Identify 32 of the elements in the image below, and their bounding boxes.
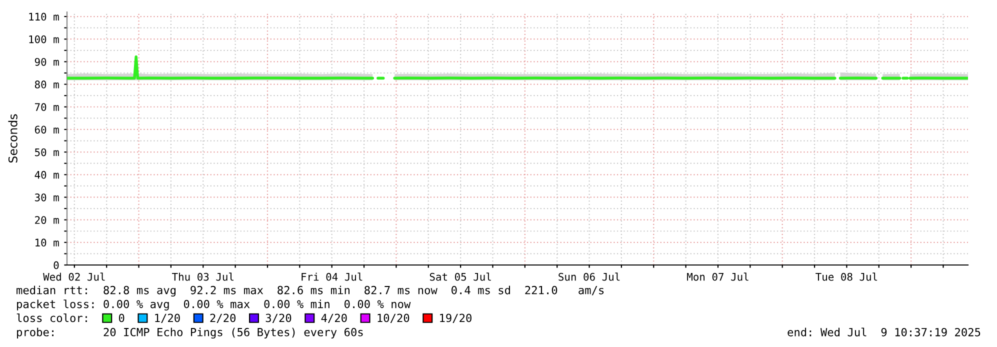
x-tick-label: Sun 06 Jul — [558, 272, 620, 281]
x-tick-label: Wed 02 Jul — [43, 272, 105, 281]
text: median rtt: 82.8 ms avg 92.2 ms max 82.6 ms min 82.7 ms now 0.4 ms sd 221.0 am/s — [16, 286, 604, 297]
text: end: Wed Jul 9 10:37:19 2025 — [788, 328, 980, 336]
y-tick-label: 30 m — [34, 193, 59, 202]
legend-label: 0 — [118, 314, 124, 322]
y-tick-label: 40 m — [34, 170, 59, 179]
y-tick-label: 70 m — [34, 103, 59, 112]
legend-label: 1/20 — [155, 314, 180, 324]
x-tick-label: Sat 05 Jul — [430, 272, 491, 281]
x-tick-label: Tue 08 Jul — [816, 272, 878, 281]
y-tick-label: 50 m — [35, 148, 59, 156]
x-tick-label: Mon 07 Jul — [687, 272, 748, 281]
text: probe: 20 ICMP Echo Pings (56 Bytes) every 60s — [17, 328, 363, 339]
legend-label: 19/20 — [440, 314, 472, 324]
y-tick-label: 20 m — [35, 216, 59, 224]
legend-title: loss color: — [16, 313, 87, 322]
text: packet loss: 0.00 % avg 0.00 % max 0.00 % min 0.00 % now — [17, 300, 411, 310]
y-tick-label: 0 — [54, 261, 59, 270]
y-tick-label: 90 m — [34, 58, 59, 66]
y-tick-label: 100 m — [29, 35, 59, 44]
y-tick-label: 80 m — [34, 80, 59, 88]
legend-label: 10/20 — [378, 314, 410, 324]
legend-label: 4/20 — [321, 314, 347, 324]
y-tick-label: 60 m — [34, 126, 59, 134]
legend-label: 2/20 — [210, 314, 236, 324]
x-tick-label: Fri 04 Jul — [302, 272, 362, 281]
y-tick-label: 110 m — [29, 12, 59, 21]
legend-label: 3/20 — [266, 314, 292, 324]
y-tick-label: 10 m — [36, 238, 59, 247]
x-tick-label: Thu 03 Jul — [172, 272, 234, 281]
y-axis-title: Seconds — [8, 114, 18, 163]
